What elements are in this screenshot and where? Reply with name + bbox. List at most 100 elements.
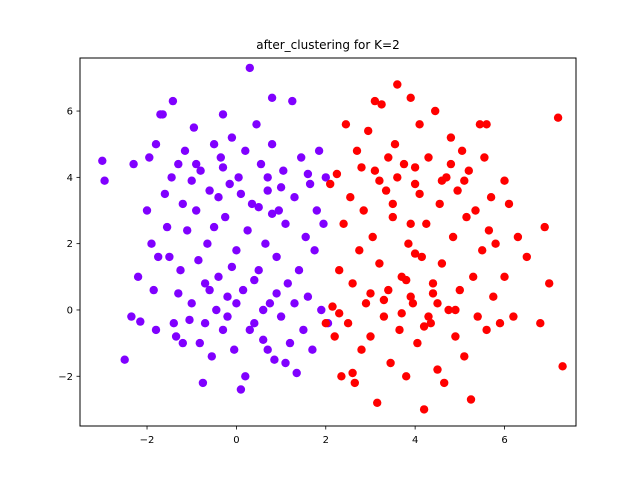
scatter-point-s0-110 — [209, 222, 219, 232]
scatter-point-s0-0 — [98, 156, 107, 165]
scatter-point-s0-85 — [314, 146, 324, 155]
scatter-point-s0-100 — [187, 176, 196, 185]
scatter-point-s0-59 — [256, 159, 266, 169]
scatter-point-s1-42 — [419, 405, 429, 414]
scatter-point-s0-49 — [234, 173, 243, 182]
scatter-point-s1-66 — [473, 312, 482, 321]
scatter-point-s1-11 — [350, 378, 359, 388]
scatter-point-s1-13 — [355, 246, 364, 255]
scatter-point-s1-75 — [495, 319, 505, 328]
scatter-point-s1-47 — [431, 106, 440, 116]
scatter-point-s1-108 — [348, 368, 357, 378]
scatter-point-s0-58 — [254, 266, 263, 275]
scatter-point-s0-9 — [149, 285, 158, 295]
scatter-point-s0-43 — [221, 212, 230, 222]
scatter-point-s1-56 — [451, 332, 460, 341]
scatter-point-s1-70 — [482, 325, 491, 335]
chart-title: after_clustering for K=2 — [256, 38, 399, 52]
scatter-point-s1-25 — [381, 186, 391, 195]
scatter-point-s1-59 — [457, 146, 467, 155]
scatter-point-s0-30 — [194, 256, 203, 265]
scatter-point-s1-19 — [368, 232, 377, 242]
scatter-point-s0-112 — [227, 262, 237, 272]
y-tick-label-6: 6 — [67, 107, 73, 118]
scatter-point-s1-64 — [469, 272, 478, 281]
scatter-point-s1-61 — [462, 212, 471, 222]
scatter-point-s1-4 — [335, 266, 344, 275]
scatter-point-s1-53 — [444, 305, 453, 315]
scatter-point-s1-85 — [558, 362, 567, 371]
scatter-point-s1-54 — [446, 133, 456, 142]
scatter-point-s1-89 — [424, 312, 433, 321]
x-tick-label-2: 2 — [323, 435, 329, 446]
scatter-point-s0-40 — [214, 272, 223, 281]
scatter-point-s1-6 — [339, 219, 348, 228]
scatter-point-s0-118 — [263, 345, 272, 354]
scatter-point-s1-81 — [536, 319, 545, 328]
scatter-point-s1-77 — [504, 199, 514, 209]
scatter-point-s0-6 — [142, 206, 152, 215]
scatter-point-s1-23 — [377, 100, 386, 109]
scatter-point-s1-24 — [379, 312, 389, 321]
scatter-point-s1-103 — [460, 176, 469, 185]
scatter-point-s0-77 — [297, 153, 306, 162]
scatter-point-s0-27 — [187, 299, 196, 308]
scatter-point-s0-4 — [133, 272, 143, 281]
scatter-point-s0-51 — [238, 285, 248, 295]
scatter-point-s1-3 — [332, 169, 342, 179]
scatter-point-s1-40 — [415, 120, 424, 129]
scatter-point-s1-33 — [399, 159, 409, 169]
scatter-point-s1-10 — [348, 279, 357, 288]
scatter-point-s0-78 — [299, 325, 308, 335]
scatter-point-s1-86 — [393, 173, 402, 182]
scatter-point-s0-18 — [168, 96, 178, 106]
scatter-point-s1-107 — [410, 249, 420, 258]
scatter-point-s1-58 — [455, 285, 464, 295]
scatter-point-s0-37 — [207, 352, 216, 361]
scatter-point-s1-8 — [343, 319, 353, 328]
scatter-point-s0-5 — [136, 317, 145, 326]
scatter-point-s1-41 — [417, 252, 426, 262]
scatter-point-s1-20 — [370, 166, 380, 175]
scatter-point-s1-30 — [393, 80, 402, 89]
scatter-point-s1-98 — [379, 295, 389, 305]
scatter-point-s0-33 — [198, 378, 208, 388]
scatter-point-s1-82 — [540, 222, 549, 232]
scatter-point-s0-48 — [232, 246, 241, 255]
scatter-point-s0-22 — [176, 266, 185, 275]
scatter-point-s0-62 — [263, 186, 272, 195]
scatter-point-s0-111 — [267, 209, 277, 218]
scatter-point-s1-110 — [500, 176, 509, 185]
scatter-point-s1-31 — [395, 325, 404, 335]
scatter-point-s1-55 — [448, 232, 458, 242]
scatter-point-s0-42 — [218, 325, 228, 335]
scatter-point-s1-36 — [406, 93, 415, 103]
scatter-point-s0-105 — [245, 325, 254, 335]
scatter-point-s0-67 — [274, 206, 283, 215]
scatter-point-s1-38 — [410, 179, 420, 189]
scatter-point-s0-41 — [216, 153, 225, 162]
scatter-point-s1-44 — [424, 153, 433, 162]
scatter-point-s1-72 — [486, 193, 496, 202]
scatter-point-s1-15 — [359, 206, 368, 215]
scatter-point-s0-55 — [247, 199, 257, 209]
scatter-point-s0-66 — [272, 252, 281, 262]
scatter-point-s0-97 — [250, 275, 259, 285]
scatter-point-s0-107 — [174, 159, 183, 169]
scatter-point-s0-21 — [174, 289, 183, 298]
scatter-point-s1-95 — [410, 163, 420, 172]
scatter-point-s0-56 — [250, 319, 259, 328]
scatter-point-s0-92 — [214, 193, 223, 202]
axes-layer: −2 0 2 4 6 −2 0 2 4 6 — [58, 107, 507, 446]
plot-frame — [79, 57, 577, 427]
scatter-point-s1-113 — [335, 309, 344, 318]
scatter-point-s1-34 — [402, 372, 411, 381]
scatter-point-s0-94 — [263, 173, 272, 182]
scatter-point-s0-29 — [192, 206, 201, 215]
scatter-point-s1-90 — [384, 153, 393, 162]
scatter-point-s0-95 — [205, 285, 214, 295]
scatter-point-s0-119 — [178, 338, 187, 348]
scatter-point-s0-71 — [283, 279, 292, 288]
scatter-point-s0-23 — [178, 199, 187, 209]
scatter-point-s0-2 — [120, 355, 129, 364]
